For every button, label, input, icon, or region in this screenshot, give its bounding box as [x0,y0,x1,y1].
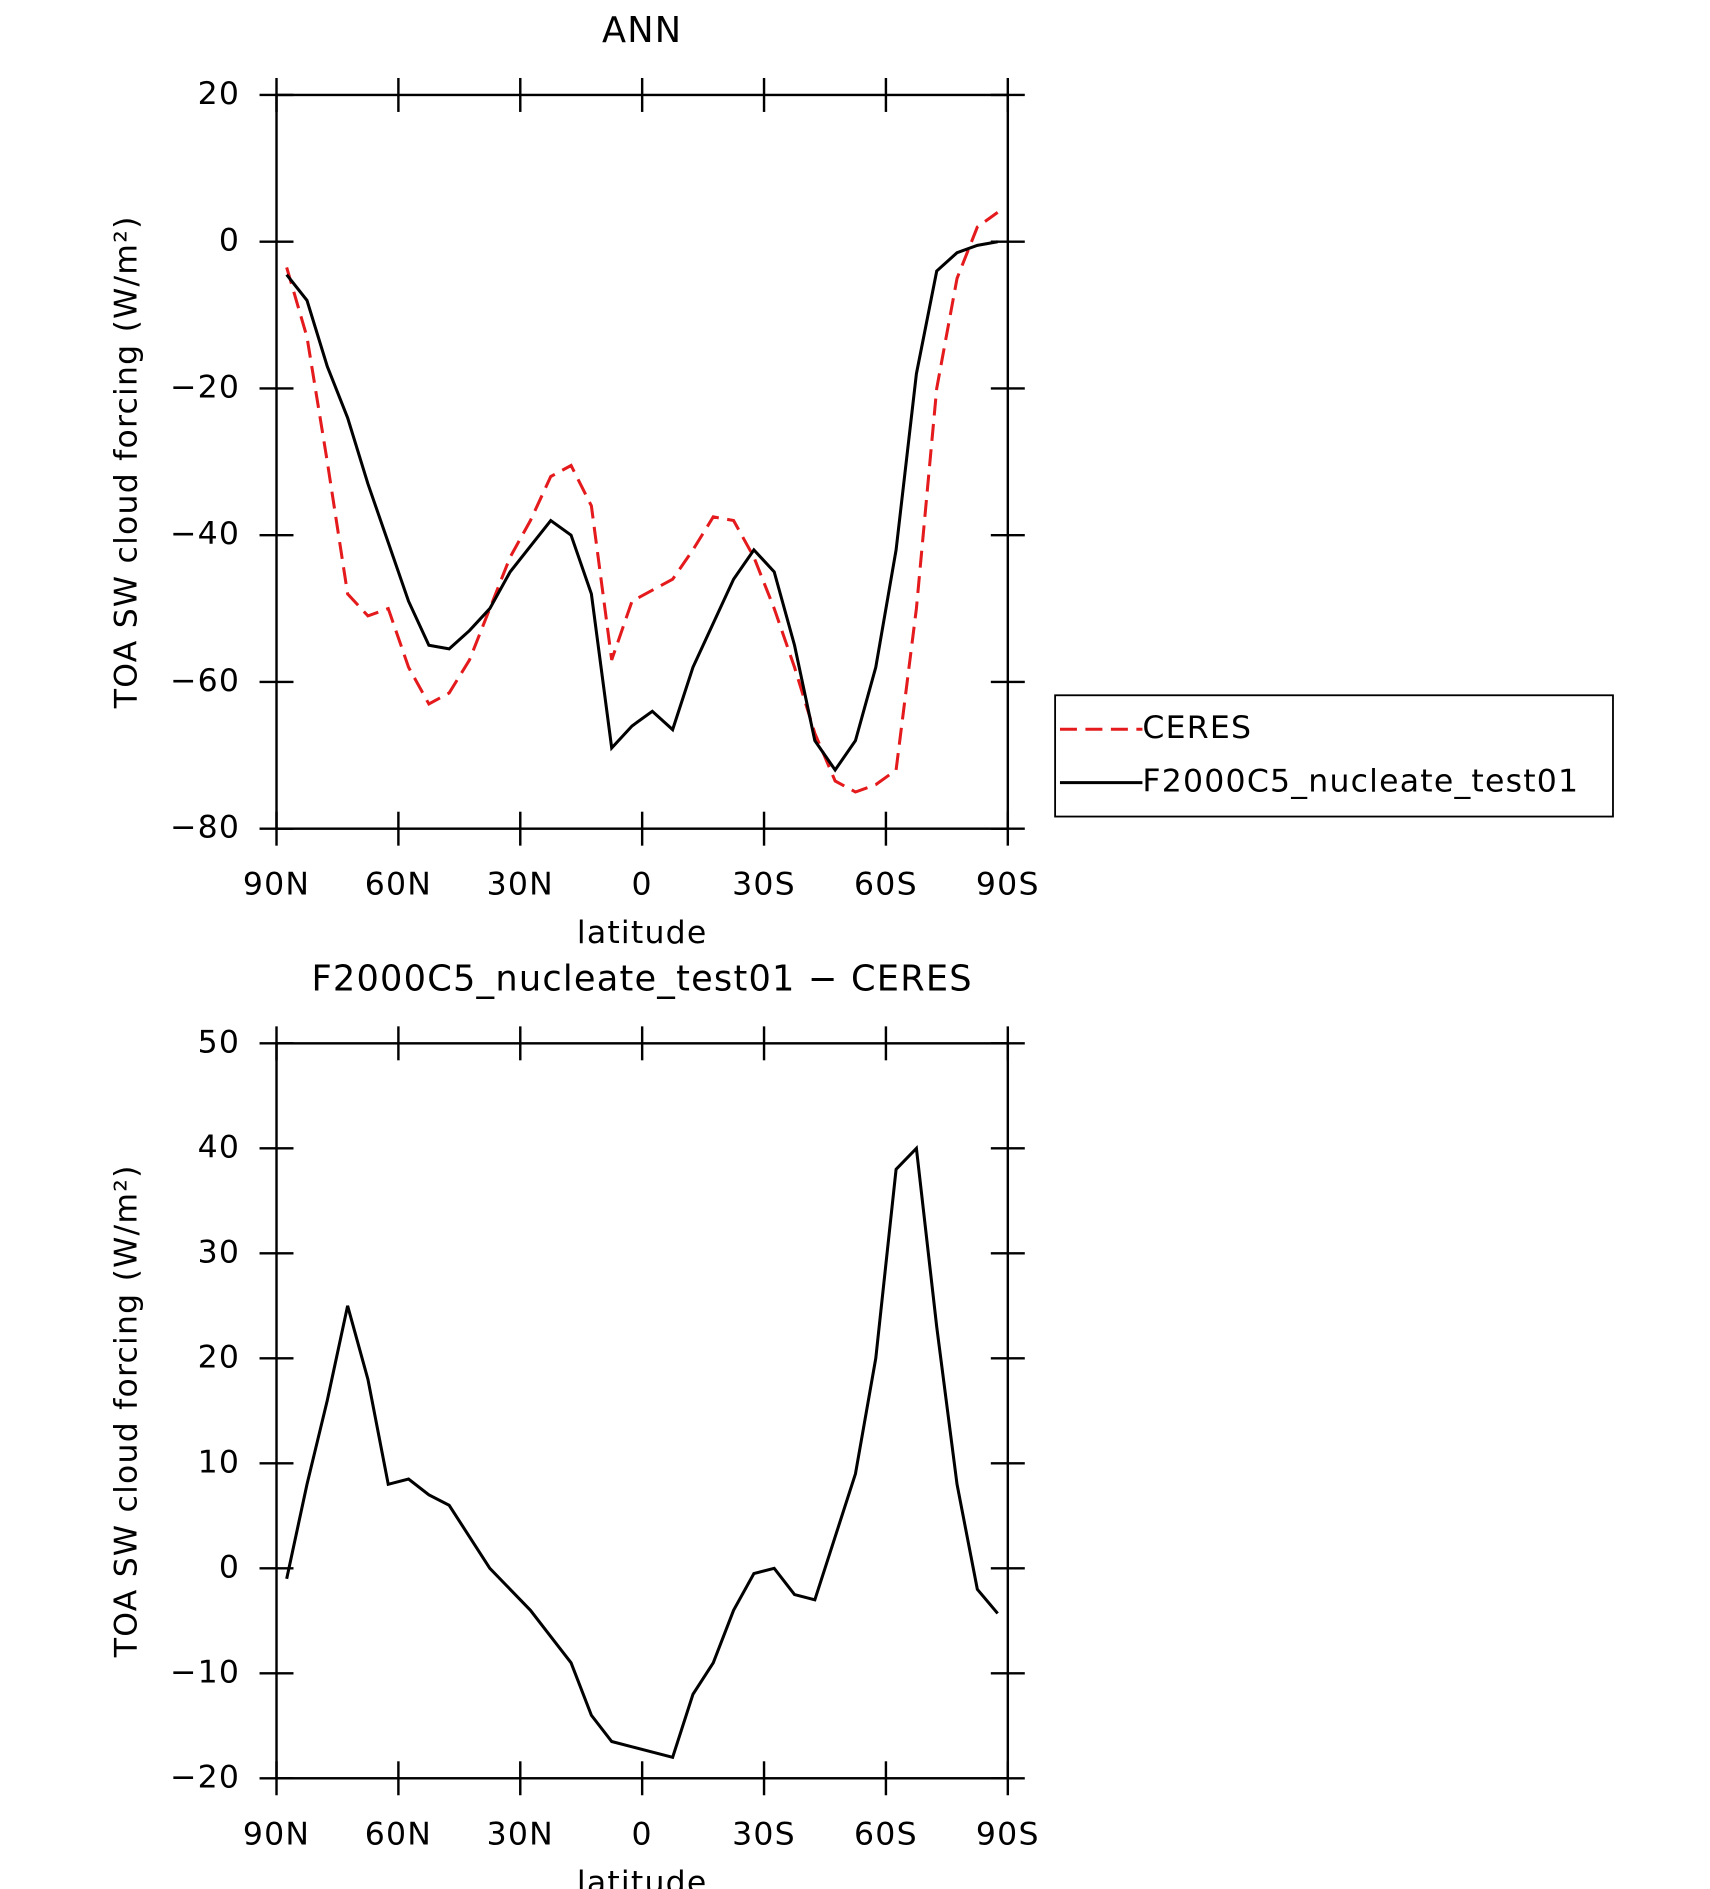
x-tick-label: 60N [365,867,432,903]
plot-frame [275,1042,1010,1780]
legend-label: F2000C5_nucleate_test01 [1142,764,1579,800]
y-tick-label: 10 [198,1444,241,1480]
legend-label: CERES [1142,710,1252,746]
y-tick-label: −60 [170,663,240,699]
series-line [285,240,998,773]
y-tick-label: 40 [198,1129,241,1165]
x-tick-label: 90N [243,867,310,903]
x-tick-label: 0 [632,867,653,903]
y-tick-label: 30 [198,1234,241,1270]
x-axis-label: latitude [577,1865,708,1889]
y-tick-label: −20 [170,1759,240,1795]
x-tick-label: 60S [854,1816,918,1852]
y-tick-label: −20 [170,369,240,405]
x-tick-label: 90N [243,1816,310,1852]
series-line [285,1144,999,1760]
y-axis-label: TOA SW cloud forcing (W/m²) [108,215,144,709]
x-tick-label: 30S [732,867,796,903]
legend-box [1054,694,1614,818]
y-tick-label: −40 [170,516,240,552]
y-tick-label: 20 [198,1339,241,1375]
chart-title: F2000C5_nucleate_test01 − CERES [311,958,972,999]
x-tick-label: 30N [487,867,554,903]
y-tick-label: 0 [219,1549,240,1585]
x-tick-label: 60N [365,1816,432,1852]
x-tick-label: 60S [854,867,918,903]
x-tick-label: 30N [487,1816,554,1852]
chart-title: ANN [602,10,682,51]
y-tick-label: 0 [219,223,240,259]
y-axis-label: TOA SW cloud forcing (W/m²) [108,1164,144,1658]
y-tick-label: −10 [170,1654,240,1690]
y-tick-label: 20 [198,76,241,112]
series-line [285,211,999,794]
y-tick-label: −80 [170,810,240,846]
x-tick-label: 90S [976,867,1040,903]
x-tick-label: 30S [732,1816,796,1852]
x-axis-label: latitude [577,915,708,951]
x-tick-label: 0 [632,1816,653,1852]
x-tick-label: 90S [976,1816,1040,1852]
y-tick-label: 50 [198,1024,241,1060]
